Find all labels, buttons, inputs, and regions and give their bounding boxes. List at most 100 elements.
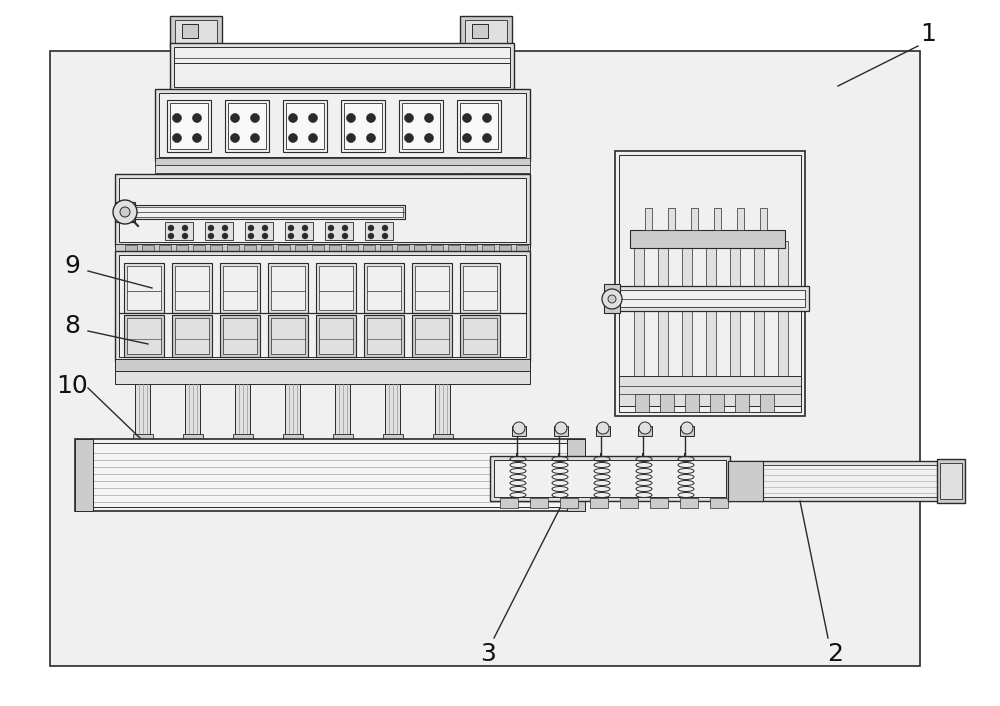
Bar	[940, 463, 962, 499]
Bar	[380, 245, 392, 253]
Circle shape	[347, 114, 356, 123]
Bar	[286, 103, 324, 149]
Bar	[344, 103, 382, 149]
Bar	[170, 16, 222, 48]
Bar	[244, 245, 256, 253]
Bar	[155, 165, 530, 173]
Circle shape	[288, 225, 294, 231]
Bar	[710, 394, 724, 412]
Bar	[650, 498, 668, 508]
Bar	[365, 222, 393, 240]
Bar	[635, 394, 649, 412]
Circle shape	[288, 233, 294, 239]
Bar	[245, 222, 273, 240]
Bar	[50, 51, 920, 666]
Bar	[316, 315, 356, 357]
Bar	[728, 461, 943, 501]
Bar	[346, 245, 358, 253]
Bar	[465, 36, 507, 266]
Bar	[127, 266, 161, 310]
Bar	[465, 245, 477, 253]
Bar	[119, 178, 526, 242]
Bar	[604, 284, 620, 313]
Bar	[287, 443, 299, 451]
Bar	[737, 208, 744, 230]
Bar	[174, 47, 510, 87]
Circle shape	[366, 133, 376, 143]
Bar	[490, 456, 730, 501]
Bar	[691, 208, 698, 230]
Bar	[185, 384, 200, 436]
Bar	[431, 245, 443, 253]
Bar	[590, 498, 608, 508]
Circle shape	[113, 200, 137, 224]
Bar	[193, 245, 205, 253]
Bar	[155, 89, 530, 161]
Bar	[319, 266, 353, 310]
Text: 10: 10	[56, 374, 88, 398]
Bar	[735, 394, 749, 412]
Circle shape	[248, 233, 254, 239]
Bar	[363, 245, 375, 253]
Bar	[367, 266, 401, 310]
Bar	[333, 434, 353, 446]
Circle shape	[222, 233, 228, 239]
Bar	[469, 40, 503, 262]
Circle shape	[288, 133, 298, 143]
Bar	[554, 426, 568, 436]
Circle shape	[513, 422, 525, 434]
Circle shape	[302, 233, 308, 239]
Circle shape	[250, 114, 260, 123]
Circle shape	[639, 422, 651, 434]
Bar	[329, 245, 341, 253]
Bar	[225, 100, 269, 152]
Text: 8: 8	[64, 314, 80, 338]
Bar	[463, 266, 497, 310]
Bar	[115, 244, 530, 254]
Bar	[268, 315, 308, 357]
Circle shape	[328, 225, 334, 231]
Bar	[680, 426, 694, 436]
Bar	[460, 103, 498, 149]
Bar	[115, 251, 530, 361]
Bar	[714, 208, 721, 230]
Circle shape	[482, 133, 492, 143]
Circle shape	[608, 295, 616, 303]
Bar	[285, 222, 313, 240]
Bar	[316, 263, 356, 313]
Bar	[319, 318, 353, 354]
Bar	[223, 266, 257, 310]
Circle shape	[288, 114, 298, 123]
Bar	[179, 40, 213, 262]
Circle shape	[366, 114, 376, 123]
Bar	[512, 426, 526, 436]
Bar	[732, 465, 939, 497]
Bar	[402, 103, 440, 149]
Bar	[415, 266, 449, 310]
Bar	[760, 394, 774, 412]
Bar	[500, 498, 518, 508]
Bar	[634, 241, 644, 396]
Bar	[182, 24, 198, 38]
Bar	[619, 376, 801, 406]
Bar	[494, 460, 726, 497]
Bar	[175, 266, 209, 310]
Bar	[367, 318, 401, 354]
Bar	[463, 318, 497, 354]
Circle shape	[368, 225, 374, 231]
Bar	[630, 230, 785, 248]
Bar	[730, 241, 740, 396]
Bar	[271, 318, 305, 354]
Bar	[530, 498, 548, 508]
Bar	[133, 434, 153, 446]
Bar	[125, 207, 403, 217]
Circle shape	[308, 133, 318, 143]
Bar	[778, 241, 788, 396]
Bar	[155, 158, 530, 166]
Bar	[596, 426, 610, 436]
Bar	[341, 100, 385, 152]
Circle shape	[173, 114, 182, 123]
Bar	[75, 439, 585, 511]
Bar	[472, 24, 488, 38]
Bar	[614, 286, 809, 311]
